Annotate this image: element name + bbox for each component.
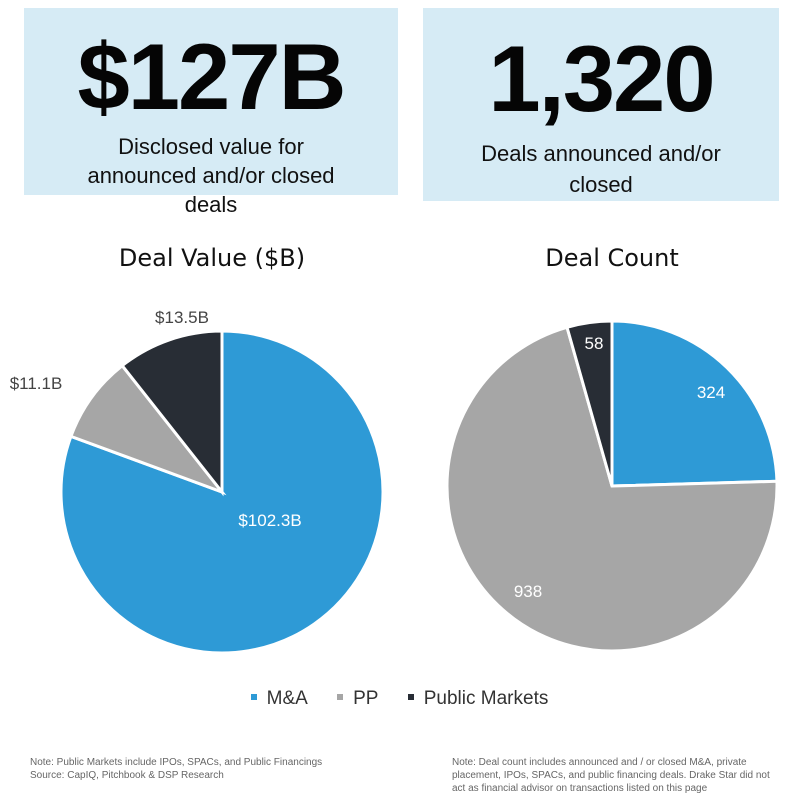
legend: M&A PP Public Markets bbox=[0, 688, 799, 710]
legend-label: PP bbox=[353, 688, 379, 709]
footnote-right: Note: Deal count includes announced and … bbox=[452, 757, 770, 794]
pie-slice-count-pp bbox=[445, 325, 779, 653]
pie-slice-value-pp bbox=[68, 363, 227, 496]
data-label-count-public-markets: 58 bbox=[585, 334, 604, 353]
stat-card-deal-value: $127B Disclosed value for announced and/… bbox=[24, 8, 398, 217]
stat-card-deal-count: 1,320 Deals announced and/or closed bbox=[423, 8, 779, 201]
data-label-count-ma: 324 bbox=[697, 383, 725, 402]
legend-item-public-markets: Public Markets bbox=[407, 688, 549, 710]
stat-description: Disclosed value for announced and/or clo… bbox=[87, 134, 335, 217]
stat-value: $127B bbox=[77, 24, 347, 129]
chart-title-deal-count: Deal Count bbox=[545, 244, 679, 272]
legend-swatch bbox=[407, 693, 414, 700]
source-line: Source: CapIQ, Pitchbook & DSP Research bbox=[30, 770, 224, 781]
pie-slice-value-public-markets bbox=[120, 329, 224, 497]
legend-item-pp: PP bbox=[337, 688, 378, 710]
stat-description: Deals announced and/or closed bbox=[481, 141, 721, 197]
chart-title-deal-value: Deal Value ($B) bbox=[118, 244, 306, 272]
note-line: Note: Public Markets include IPOs, SPACs… bbox=[30, 757, 323, 768]
stat-value: 1,320 bbox=[488, 26, 715, 131]
pie-slice-count-ma bbox=[610, 319, 779, 488]
legend-swatch bbox=[337, 693, 344, 700]
data-label-value-public-markets: $13.5B bbox=[155, 308, 209, 327]
legend-swatch bbox=[250, 693, 257, 700]
legend-item-ma: M&A bbox=[250, 688, 308, 710]
footnote-left: Note: Public Markets include IPOs, SPACs… bbox=[30, 756, 390, 782]
data-label-value-ma: $102.3B bbox=[238, 511, 301, 530]
legend-label: M&A bbox=[266, 688, 308, 709]
legend-label: Public Markets bbox=[423, 688, 549, 709]
pie-slice-count-public-markets bbox=[565, 319, 614, 487]
data-label-value-pp: $11.1B bbox=[10, 374, 63, 393]
data-label-count-pp: 938 bbox=[514, 582, 542, 601]
